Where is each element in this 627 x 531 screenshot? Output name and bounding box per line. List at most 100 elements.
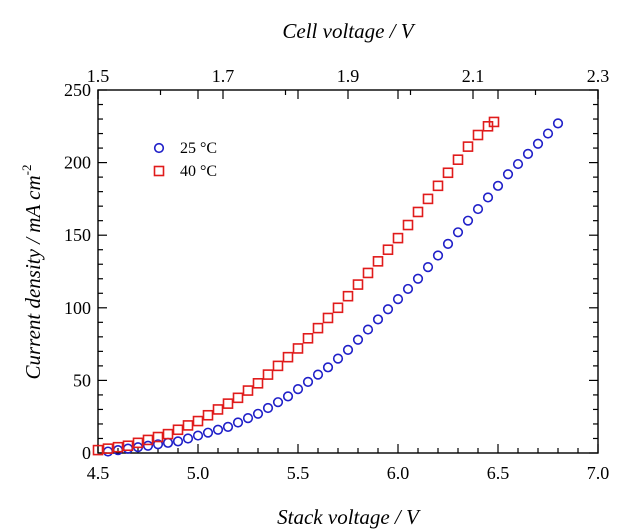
data-point-40c — [162, 428, 174, 440]
data-point-40c — [432, 180, 444, 192]
data-point-25c — [322, 362, 334, 373]
data-point-25c — [122, 443, 134, 454]
data-point-25c — [262, 402, 274, 414]
data-point-25c — [102, 446, 114, 457]
data-point-25c — [242, 413, 254, 424]
y-tick-label: 0 — [82, 443, 91, 463]
data-point-40c — [362, 267, 374, 279]
data-point-40c — [232, 392, 244, 404]
x2-tick-label: 1.5 — [87, 66, 110, 86]
x-tick-label: 5.5 — [287, 463, 310, 483]
legend-label-40c: 40 °C — [180, 163, 217, 180]
x2-tick-label: 1.7 — [212, 66, 235, 86]
data-point-25c — [462, 215, 474, 226]
data-point-25c — [192, 430, 204, 441]
data-point-40c — [262, 369, 274, 380]
y-axis-title: Current density / mA cm-2 — [19, 165, 45, 380]
legend: 25 °C 40 °C — [153, 140, 217, 180]
y-axis-title-main: Current density / mA cm — [21, 175, 45, 379]
data-points — [92, 116, 564, 457]
data-point-25c — [222, 421, 234, 432]
data-point-25c — [202, 427, 214, 438]
x-axis-title: Stack voltage / V — [277, 505, 421, 529]
x2-axis-title: Cell voltage / V — [282, 19, 415, 43]
y-tick-label: 100 — [64, 298, 91, 318]
data-point-25c — [522, 148, 534, 159]
data-point-25c — [542, 128, 554, 139]
data-point-40c — [342, 290, 354, 302]
data-point-25c — [552, 118, 564, 129]
data-point-40c — [252, 378, 264, 389]
data-point-25c — [392, 293, 404, 305]
data-point-25c — [302, 376, 314, 387]
x-tick-label: 5.0 — [187, 463, 210, 483]
data-point-40c — [488, 116, 500, 128]
data-point-25c — [152, 439, 164, 450]
x2-tick-label: 1.9 — [337, 66, 360, 86]
data-point-40c — [222, 398, 234, 409]
data-point-40c — [402, 219, 414, 231]
data-point-40c — [422, 193, 434, 205]
legend-label-25c: 25 °C — [180, 140, 217, 157]
data-point-25c — [162, 437, 174, 448]
data-point-25c — [232, 417, 244, 428]
data-point-25c — [432, 250, 444, 261]
data-point-40c — [302, 332, 314, 344]
data-point-40c — [322, 312, 334, 324]
data-point-40c — [92, 444, 104, 456]
data-point-25c — [312, 369, 324, 380]
y-tick-label: 150 — [64, 225, 91, 245]
data-point-25c — [352, 334, 364, 345]
axis-tick-labels: 4.5 5.0 5.5 6.0 6.5 7.0 1.5 1.7 1.9 2.1 2.3 0 50 100 1… — [64, 66, 609, 483]
data-point-25c — [472, 203, 484, 215]
legend-marker-25c — [153, 142, 165, 154]
axis-ticks — [97, 89, 599, 454]
data-point-25c — [182, 433, 194, 444]
data-point-40c — [102, 443, 114, 454]
data-point-40c — [122, 440, 134, 452]
data-point-40c — [352, 279, 364, 290]
data-point-40c — [242, 385, 254, 396]
y-tick-label: 250 — [64, 80, 91, 100]
plot-frame — [97, 89, 599, 454]
data-point-40c — [442, 167, 454, 179]
data-point-25c — [452, 227, 464, 238]
x-tick-label: 7.0 — [587, 463, 610, 483]
data-point-25c — [502, 169, 514, 180]
data-point-40c — [312, 322, 324, 334]
data-point-40c — [392, 232, 404, 244]
data-point-40c — [142, 434, 154, 446]
data-point-25c — [342, 344, 354, 356]
data-point-25c — [372, 314, 384, 325]
data-point-40c — [382, 244, 394, 256]
data-point-25c — [172, 436, 184, 447]
data-point-25c — [332, 353, 344, 364]
data-point-25c — [412, 273, 424, 284]
data-point-25c — [282, 391, 294, 402]
data-point-40c — [192, 415, 204, 427]
data-point-40c — [212, 404, 224, 415]
data-point-40c — [112, 441, 124, 453]
data-point-40c — [332, 302, 344, 314]
data-point-40c — [472, 129, 484, 141]
x2-tick-label: 2.1 — [462, 66, 485, 86]
data-point-25c — [442, 238, 454, 250]
data-point-40c — [372, 256, 384, 267]
data-point-25c — [402, 283, 414, 295]
y-tick-label: 200 — [64, 153, 91, 173]
data-point-40c — [462, 141, 474, 152]
data-point-25c — [362, 324, 374, 335]
data-point-40c — [282, 351, 294, 363]
data-point-40c — [412, 206, 424, 218]
data-point-40c — [202, 409, 214, 421]
x-tick-label: 6.0 — [387, 463, 410, 483]
x-tick-label: 4.5 — [87, 463, 110, 483]
data-point-25c — [532, 138, 544, 149]
data-point-25c — [482, 192, 494, 203]
data-point-25c — [142, 440, 154, 451]
legend-marker-40c — [153, 165, 165, 177]
data-point-25c — [422, 262, 434, 273]
data-point-25c — [252, 408, 264, 419]
data-point-25c — [212, 424, 224, 435]
